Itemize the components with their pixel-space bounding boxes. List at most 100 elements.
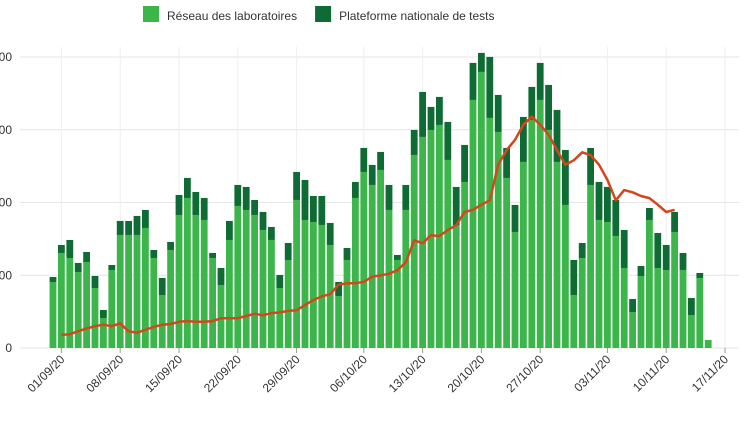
bar <box>217 267 225 285</box>
bar <box>268 226 275 240</box>
bar <box>452 186 460 225</box>
x-tick-label: 20/10/20 <box>445 352 488 395</box>
bar <box>410 154 418 348</box>
bar <box>671 231 678 348</box>
bar <box>142 209 149 228</box>
bar <box>352 181 359 198</box>
bar <box>368 184 376 348</box>
bar <box>394 259 401 348</box>
bar <box>679 269 687 348</box>
bar <box>116 234 124 348</box>
bar <box>167 241 174 250</box>
bar <box>461 181 468 348</box>
bar <box>184 197 191 348</box>
bar <box>58 244 65 253</box>
bar <box>192 191 200 215</box>
bar <box>570 259 578 295</box>
bar <box>192 214 200 348</box>
bar <box>226 239 233 348</box>
bar <box>310 195 317 222</box>
x-tick-label: 13/10/20 <box>386 352 429 395</box>
bar <box>83 261 90 348</box>
bar <box>352 197 359 348</box>
y-tick-label: 0 <box>5 341 12 355</box>
bar <box>444 159 452 348</box>
legend-swatch <box>315 6 332 22</box>
bar <box>469 99 477 348</box>
x-tick-label: 08/09/20 <box>83 352 126 395</box>
bar <box>301 219 309 348</box>
bar <box>545 84 552 130</box>
bar <box>276 287 284 348</box>
bar <box>419 91 426 137</box>
bar <box>553 109 561 162</box>
bar <box>629 298 636 312</box>
bar <box>318 224 326 348</box>
bar <box>427 106 435 130</box>
bar <box>360 147 368 172</box>
bar <box>74 262 82 272</box>
y-tick-label: 60 000 <box>0 123 12 137</box>
bar <box>662 244 670 270</box>
bar <box>562 149 569 205</box>
bar <box>377 151 384 170</box>
bar <box>293 171 300 200</box>
bar <box>469 62 477 100</box>
bar <box>511 204 519 232</box>
bar <box>536 62 544 100</box>
bar <box>704 339 712 348</box>
bar <box>58 252 65 348</box>
bar <box>410 129 418 155</box>
bar <box>679 252 687 270</box>
bar <box>133 234 141 348</box>
bar <box>91 275 99 288</box>
x-tick-label: 10/11/20 <box>630 352 673 395</box>
bar <box>385 184 393 210</box>
bar <box>511 231 519 348</box>
legend-swatch <box>143 6 159 22</box>
bar <box>276 274 284 288</box>
bar <box>91 287 99 348</box>
bar <box>318 195 326 225</box>
bar <box>368 164 376 185</box>
bar <box>209 252 216 258</box>
bar <box>578 257 586 348</box>
bar <box>604 186 611 222</box>
bar <box>671 211 678 232</box>
bar <box>562 204 569 348</box>
bar <box>259 229 267 348</box>
bar <box>108 269 116 348</box>
bar <box>251 199 258 215</box>
bar <box>478 52 485 72</box>
bar <box>200 219 208 348</box>
bar <box>595 219 603 348</box>
bar <box>66 239 74 258</box>
bar <box>553 161 561 348</box>
bar <box>536 99 544 348</box>
bar <box>209 257 216 348</box>
bar <box>503 147 510 178</box>
bar <box>49 276 57 282</box>
bar <box>108 264 116 270</box>
bar <box>343 259 351 348</box>
bar <box>394 254 401 260</box>
bar <box>696 272 704 278</box>
bar <box>637 265 645 276</box>
bar <box>486 117 494 348</box>
bar <box>150 249 158 258</box>
y-tick-label: 40 000 <box>0 196 12 210</box>
bar <box>662 269 670 348</box>
bar <box>528 86 536 120</box>
bar <box>377 169 384 348</box>
bar <box>646 219 653 348</box>
bar <box>259 211 267 230</box>
bar <box>251 214 258 348</box>
bar <box>436 96 443 125</box>
bar <box>494 131 502 348</box>
bar <box>49 281 57 348</box>
bar <box>494 94 502 132</box>
bar <box>175 194 183 215</box>
bar <box>217 284 225 348</box>
bar <box>268 239 275 348</box>
